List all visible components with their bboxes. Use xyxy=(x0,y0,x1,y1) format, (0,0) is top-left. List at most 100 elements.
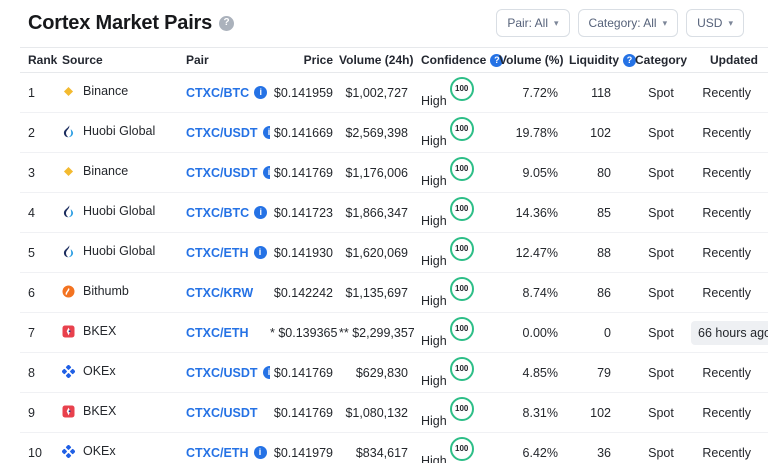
market-pairs-table: Rank Source Pair Price Volume (24h) Conf… xyxy=(20,47,768,463)
market-pair-row[interactable]: 4 Huobi Global CTXC/BTC i $0.141723 $1,8… xyxy=(20,192,768,233)
category-cell: Spot xyxy=(631,312,691,353)
pair-link[interactable]: CTXC/USDT xyxy=(186,165,258,180)
confidence-cell: High 100 xyxy=(414,432,499,463)
updated-value: Recently xyxy=(702,245,751,260)
pair-filter-label: Pair: All xyxy=(507,16,549,30)
pair-link[interactable]: CTXC/BTC xyxy=(186,85,250,100)
pair-cell: CTXC/ETH i xyxy=(186,432,270,463)
updated-value: Recently xyxy=(702,85,751,100)
source-link[interactable]: Binance xyxy=(62,84,128,98)
confidence-label: High xyxy=(421,293,447,308)
market-pair-row[interactable]: 6 Bithumb CTXC/KRW i $0.142242 $1,135,69… xyxy=(20,272,768,313)
pair-cell: CTXC/USDT i xyxy=(186,392,270,433)
info-icon[interactable]: i xyxy=(253,246,267,259)
confidence-cell: High 100 xyxy=(414,192,499,233)
liquidity-help-icon[interactable]: ? xyxy=(623,53,636,67)
price-cell: $0.141979 xyxy=(270,432,339,463)
pair-link[interactable]: CTXC/USDT xyxy=(186,405,258,420)
market-pair-row[interactable]: 3 Binance CTXC/USDT i $0.141769 $1,176,0… xyxy=(20,152,768,193)
confidence-score-badge: 100 xyxy=(449,436,474,461)
source-link[interactable]: OKEx xyxy=(62,444,116,458)
pair-link[interactable]: CTXC/BTC xyxy=(186,205,250,220)
volume-pct-cell: 6.42% xyxy=(499,432,569,463)
source-cell: BKEX xyxy=(62,312,186,353)
header-source[interactable]: Source xyxy=(62,47,186,73)
title-help-icon[interactable]: ? xyxy=(219,15,235,31)
pair-link[interactable]: CTXC/USDT xyxy=(186,365,258,380)
confidence-cell: High 100 xyxy=(414,232,499,273)
liquidity-cell: 88 xyxy=(569,232,631,273)
market-pair-row[interactable]: 7 BKEX CTXC/ETH i * $0.139365 ** $2,299,… xyxy=(20,312,768,353)
header-volume-24h[interactable]: Volume (24h) xyxy=(339,47,414,73)
currency-dropdown[interactable]: USD ▾ xyxy=(686,9,744,37)
pair-link[interactable]: CTXC/ETH xyxy=(186,325,249,340)
okex-icon xyxy=(62,444,75,458)
volume-pct-cell: 19.78% xyxy=(499,112,569,153)
volume-pct-cell: 0.00% xyxy=(499,312,569,353)
source-cell: Huobi Global xyxy=(62,192,186,233)
pair-cell: CTXC/USDT i xyxy=(186,152,270,193)
market-pair-row[interactable]: 1 Binance CTXC/BTC i $0.141959 $1,002,72… xyxy=(20,72,768,113)
confidence-score-badge: 100 xyxy=(449,76,474,101)
market-pair-row[interactable]: 10 OKEx CTXC/ETH i $0.141979 $834,617 Hi… xyxy=(20,432,768,463)
pair-link[interactable]: CTXC/ETH xyxy=(186,445,249,460)
header-volume-pct[interactable]: Volume (%) xyxy=(499,47,569,73)
source-link[interactable]: Bithumb xyxy=(62,284,129,298)
market-pair-row[interactable]: 8 OKEx CTXC/USDT i $0.141769 $629,830 Hi… xyxy=(20,352,768,393)
price-cell: $0.141723 xyxy=(270,192,339,233)
info-icon[interactable]: i xyxy=(262,126,270,139)
source-cell: Bithumb xyxy=(62,272,186,313)
pair-link[interactable]: CTXC/KRW xyxy=(186,285,254,300)
pair-filter-dropdown[interactable]: Pair: All ▾ xyxy=(496,9,570,37)
volume-24h-cell: $1,176,006 xyxy=(339,152,414,193)
source-cell: BKEX xyxy=(62,392,186,433)
header-rank[interactable]: Rank xyxy=(20,47,62,73)
header-confidence[interactable]: Confidence? xyxy=(414,47,504,73)
rank-cell: 10 xyxy=(20,432,62,463)
pair-link[interactable]: CTXC/USDT xyxy=(186,125,258,140)
confidence-cell: High 100 xyxy=(414,72,499,113)
updated-cell: Recently xyxy=(691,392,768,433)
volume-pct-cell: 12.47% xyxy=(499,232,569,273)
source-link[interactable]: BKEX xyxy=(62,324,116,338)
header-updated[interactable]: Updated xyxy=(691,47,768,73)
source-link[interactable]: Huobi Global xyxy=(62,244,155,258)
rank-value: 1 xyxy=(28,85,35,100)
source-link[interactable]: BKEX xyxy=(62,404,116,418)
info-icon[interactable]: i xyxy=(254,206,268,219)
binance-icon xyxy=(62,85,75,98)
info-icon[interactable]: i xyxy=(254,86,268,99)
header-category[interactable]: Category xyxy=(631,47,691,73)
header-liquidity[interactable]: Liquidity? xyxy=(569,47,636,73)
header-pair[interactable]: Pair xyxy=(186,47,270,73)
confidence-label: High xyxy=(421,173,447,188)
binance-icon xyxy=(62,165,75,178)
source-link[interactable]: Huobi Global xyxy=(62,204,155,218)
info-icon[interactable]: i xyxy=(262,166,270,179)
price-cell: $0.141930 xyxy=(270,232,339,273)
volume-pct-cell: 8.74% xyxy=(499,272,569,313)
pair-link[interactable]: CTXC/ETH xyxy=(186,245,249,260)
header-price[interactable]: Price xyxy=(270,47,339,73)
confidence-label: High xyxy=(421,413,447,428)
market-pair-row[interactable]: 2 Huobi Global CTXC/USDT i $0.141669 $2,… xyxy=(20,112,768,153)
confidence-cell: High 100 xyxy=(414,312,499,353)
price-cell: $0.141769 xyxy=(270,392,339,433)
updated-cell: Recently xyxy=(691,232,768,273)
market-pair-row[interactable]: 5 Huobi Global CTXC/ETH i $0.141930 $1,6… xyxy=(20,232,768,273)
updated-cell: Recently xyxy=(691,72,768,113)
market-pair-row[interactable]: 9 BKEX CTXC/USDT i $0.141769 $1,080,132 … xyxy=(20,392,768,433)
source-link[interactable]: Huobi Global xyxy=(62,124,155,138)
source-link[interactable]: OKEx xyxy=(62,364,116,378)
updated-cell: Recently xyxy=(691,192,768,233)
info-icon[interactable]: i xyxy=(262,366,270,379)
page-title: Cortex Market Pairs xyxy=(28,11,213,34)
info-icon[interactable]: i xyxy=(253,446,267,459)
pair-cell: CTXC/BTC i xyxy=(186,72,270,113)
source-link[interactable]: Binance xyxy=(62,164,128,178)
updated-cell: Recently xyxy=(691,272,768,313)
rank-cell: 4 xyxy=(20,192,62,233)
confidence-score-badge: 100 xyxy=(449,316,474,341)
category-filter-dropdown[interactable]: Category: All ▾ xyxy=(577,9,679,37)
pair-cell: CTXC/USDT i xyxy=(186,112,270,153)
